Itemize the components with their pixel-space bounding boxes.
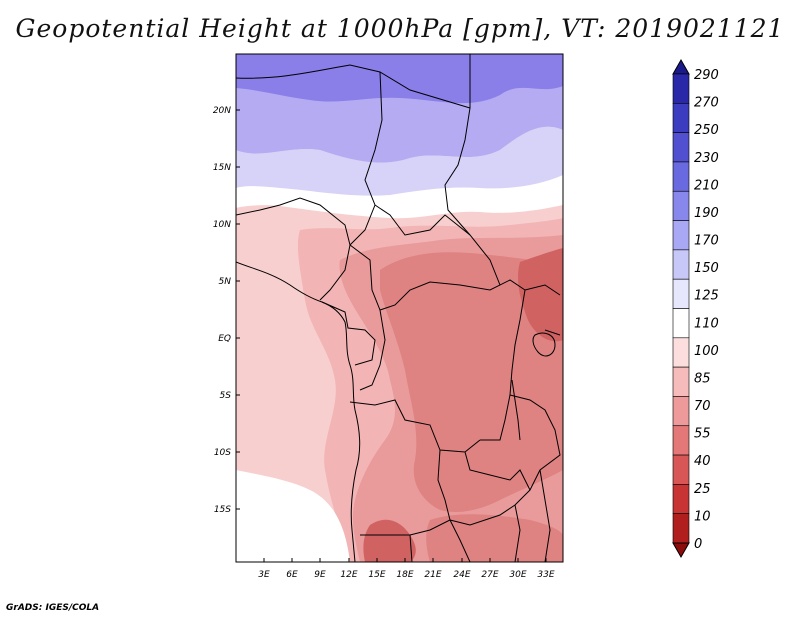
border-namibia-botswana — [409, 519, 471, 562]
lat-label: 5S — [220, 391, 232, 401]
colorbar-swatch — [672, 103, 690, 133]
colorbar-swatch — [672, 73, 690, 104]
map-frame — [235, 53, 564, 563]
boundaries — [236, 54, 561, 562]
lon-label: 21E — [424, 570, 441, 580]
field-red-dark-south — [363, 519, 416, 562]
lon-label: 9E — [314, 570, 326, 580]
colorbar-swatch — [672, 278, 690, 309]
colorbar-swatch — [672, 425, 690, 456]
lake-tanganyika — [511, 379, 521, 441]
lon-label: 12E — [340, 570, 357, 580]
colorbar-label: 230 — [694, 151, 719, 166]
colorbar-label: 150 — [694, 261, 719, 276]
lon-label: 30E — [509, 570, 526, 580]
colorbar-label: 100 — [694, 344, 719, 359]
colorbar-label: 170 — [694, 234, 719, 249]
lat-ticks — [236, 109, 240, 510]
colorbar-label: 210 — [694, 178, 719, 193]
colorbar-swatch — [672, 308, 690, 339]
lat-label: EQ — [218, 334, 231, 344]
lat-label: 20N — [213, 106, 231, 116]
border-drc-east — [480, 289, 526, 441]
border-congo-drc — [359, 309, 386, 391]
colorbar-label: 0 — [694, 537, 702, 552]
colorbar-swatch — [672, 161, 690, 192]
colorbar-label: 270 — [694, 96, 719, 111]
border-cameroon-car — [349, 244, 526, 311]
colorbar: 2902702502302101901701501251101008570554… — [672, 58, 719, 559]
lat-label: 5N — [219, 277, 232, 287]
colorbar-label: 25 — [694, 482, 711, 497]
colorbar-label: 70 — [694, 399, 711, 414]
field-blue-light — [236, 126, 563, 196]
field-white — [236, 175, 563, 219]
colorbar-swatch — [672, 337, 690, 368]
colorbar-label: 110 — [694, 316, 719, 331]
colorbar-label: 40 — [694, 454, 711, 469]
colorbar-swatch — [672, 366, 690, 397]
lon-label: 15E — [368, 570, 385, 580]
lon-axis: 3E 6E 9E 12E 15E 18E 21E 24E 27E 30E 33E — [258, 558, 555, 580]
colorbar-swatch — [672, 396, 690, 427]
lat-label: 15S — [214, 505, 231, 515]
colorbar-bottom-arrow — [672, 542, 690, 559]
colorbar-label: 10 — [694, 509, 711, 524]
coastline — [236, 261, 361, 562]
border-mozambique — [514, 469, 551, 562]
border-zambia — [449, 451, 531, 526]
colorbar-label: 250 — [694, 123, 719, 138]
lon-label: 3E — [258, 570, 270, 580]
border-chad-car — [374, 204, 471, 236]
height-field — [236, 54, 563, 562]
lon-label: 33E — [537, 570, 554, 580]
border-angola-zambia — [360, 449, 451, 536]
lat-label: 10N — [213, 220, 231, 230]
colorbar-top-arrow — [672, 58, 690, 75]
border-libya-chad — [236, 64, 471, 109]
colorbar-label: 190 — [694, 206, 719, 221]
lake-victoria — [532, 332, 556, 357]
lon-ticks — [263, 558, 547, 562]
colorbar-swatch — [672, 190, 690, 221]
lat-label: 15N — [213, 163, 231, 173]
colorbar-swatch — [672, 249, 690, 280]
border-gabon — [321, 301, 376, 366]
credit-label: GrADS: IGES/COLA — [6, 603, 100, 613]
colorbar-swatch — [672, 220, 690, 251]
border-angola-drc — [349, 399, 481, 453]
colorbar-swatch — [672, 132, 690, 163]
lon-label: 6E — [286, 570, 298, 580]
border-niger-chad — [349, 71, 383, 246]
lat-axis: 20N 15N 10N 5N EQ 5S 10S 15S — [213, 106, 240, 515]
lon-label: 18E — [396, 570, 413, 580]
colorbar-swatch — [672, 513, 690, 544]
border-uganda-kenya — [524, 284, 561, 336]
colorbar-swatch — [672, 454, 690, 485]
field-red-dark — [517, 248, 563, 342]
field-blue-dark — [236, 54, 563, 104]
field-red-mid — [380, 252, 563, 512]
field-white-sw — [236, 470, 350, 562]
colorbar-label: 55 — [694, 427, 711, 442]
colorbar-swatch — [672, 484, 690, 514]
border-chad-sudan — [444, 54, 501, 286]
border-nigeria-cameroon — [236, 197, 351, 301]
colorbar-label: 125 — [694, 289, 719, 304]
lon-label: 27E — [481, 570, 498, 580]
map-title: Geopotential Height at 1000hPa [gpm], VT… — [15, 14, 785, 43]
colorbar-label: 290 — [694, 68, 719, 83]
lat-label: 10S — [214, 448, 231, 458]
colorbar-label: 85 — [694, 371, 711, 386]
field-red-mid-south — [426, 514, 563, 562]
lon-label: 24E — [453, 570, 470, 580]
